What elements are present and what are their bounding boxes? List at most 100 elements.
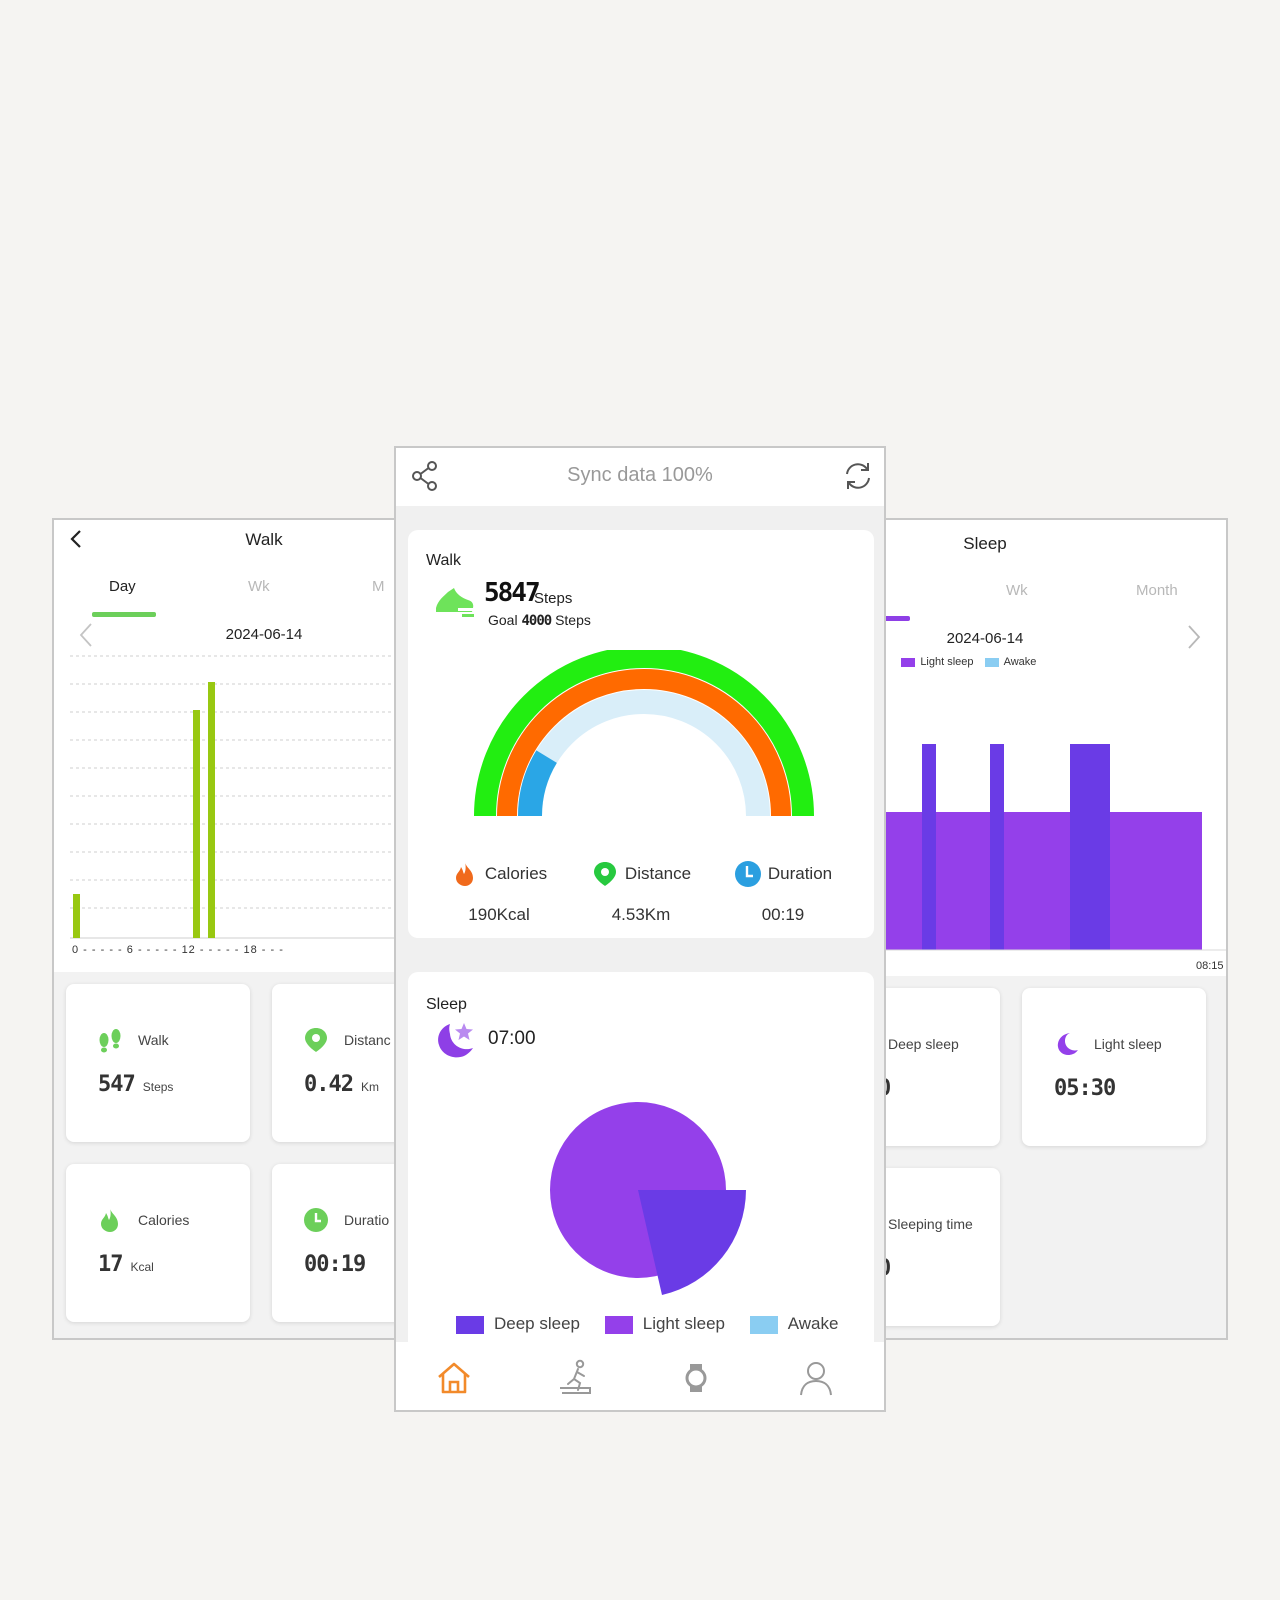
walk-detail-top: Walk Day Wk M 2024-06-14 [54,520,398,972]
home-header: Sync data 100% [396,448,884,506]
sleep-timeline-chart [880,744,1226,951]
sync-status: Sync data 100% [567,464,713,486]
steps-goal: Goal 4000 Steps [488,612,591,629]
card-label: Distanc [344,1032,391,1048]
sleep-detail-date: 2024-06-14 [946,630,1024,647]
sleep-chart-legend: ep Light sleep Awake [880,656,1037,668]
legend-swatch-light [604,1315,633,1334]
x-tick: 12 [181,944,196,956]
metric-label: Calories [484,864,548,883]
tab-active-indicator [880,616,910,621]
sleep-summary-panel[interactable]: Sleep 07:00 Deep sleep Light sleep Awake [408,972,874,1352]
deep-sleep-slice [638,1190,746,1295]
profile-icon[interactable] [796,1358,836,1398]
chevron-right-icon[interactable] [1186,624,1202,650]
steps-unit: Steps [534,590,573,607]
x-tick: 6 [126,944,134,956]
sleep-panel-title: Sleep [426,996,467,1013]
walk-hourly-chart [70,655,398,939]
walk-stat-card[interactable]: Walk 547 Steps [66,984,250,1142]
duration-metric: Duration 00:19 [708,860,858,925]
walk-detail-date: 2024-06-14 [225,626,303,643]
card-label: Calories [138,1212,190,1228]
steps-count: 5847 [484,578,541,608]
calories-stat-card[interactable]: Calories 17 Kcal [66,1164,250,1322]
legend-awake: Awake [1003,656,1037,668]
back-arrow-icon[interactable] [68,528,86,550]
legend-swatch-light [901,657,916,667]
tab-month[interactable]: Month [1136,582,1178,599]
metric-value: 4.53Km [611,905,671,924]
walk-detail-title: Walk [245,530,283,549]
activity-icon[interactable] [556,1358,596,1398]
flame-icon [101,1208,118,1232]
card-label: Duratio [344,1212,390,1228]
legend-deep: Deep sleep [494,1314,581,1333]
metric-label: Duration [767,864,833,883]
chart-bar [73,894,80,938]
card-label: Sleeping time [888,1216,973,1232]
walk-panel-title: Walk [426,552,461,569]
legend-swatch-deep [456,1315,484,1334]
sleep-detail-screen: Sleep y Wk Month 2024-06-14 ep Light sle… [878,518,1228,1340]
chart-x-axis: 0 - - - - - 6 - - - - - 12 - - - - - 18 … [72,944,284,956]
activity-arc-gauge [474,650,814,817]
deep-sleep-card[interactable]: Deep sleep 0 [880,988,1000,1146]
arc-middle [497,669,791,817]
flame-icon [455,862,473,886]
legend-awake: Awake [787,1314,839,1333]
card-value: 0.42 Km [304,1072,379,1097]
location-pin-icon [305,1028,327,1052]
sleep-duration: 07:00 [488,1028,536,1049]
tab-week[interactable]: Wk [1006,582,1028,599]
sleeping-time-card[interactable]: Sleeping time 0 [880,1168,1000,1326]
running-shoe-icon [436,588,474,617]
legend-light: Light sleep [642,1314,725,1333]
clock-icon [304,1208,328,1232]
card-value: 00:19 [304,1252,366,1277]
tab-week[interactable]: Wk [248,578,270,595]
clock-icon [734,861,761,887]
metric-value: 00:19 [761,905,805,924]
x-tick: 0 [72,944,80,956]
distance-metric: Distance 4.53Km [566,860,716,925]
refresh-icon[interactable] [842,460,874,492]
arc-inner-track [518,690,770,817]
light-sleep-card[interactable]: Light sleep 05:30 [1022,988,1206,1146]
card-label: Light sleep [1094,1036,1162,1052]
location-pin-icon [593,862,616,886]
walk-summary-panel[interactable]: Walk 5847 Steps Goal 4000 Steps Calories… [408,530,874,938]
metric-value: 190Kcal [468,905,530,924]
card-label: Walk [138,1032,169,1048]
card-value: 05:30 [1054,1076,1116,1101]
metric-label: Distance [624,864,692,883]
card-value: 547 Steps [98,1072,174,1097]
watch-icon[interactable] [676,1358,716,1398]
deep-sleep-segment [990,744,1004,950]
chevron-left-icon[interactable] [78,622,94,648]
footprints-icon [99,1029,121,1053]
tab-month[interactable]: M [372,578,385,595]
duration-stat-card[interactable]: Duratio 00:19 [272,1164,398,1322]
tab-active-indicator [92,612,156,617]
legend-light: Light sleep [920,656,974,668]
chart-bar [193,710,200,938]
arc-inner-fill [517,750,558,817]
home-icon[interactable] [434,1358,474,1398]
arc-outer [474,650,814,817]
card-label: Deep sleep [888,1036,959,1052]
home-screen: Sync data 100% Walk 5847 Steps Goal 4000… [394,446,886,1412]
moon-star-icon [438,1023,473,1058]
legend-swatch-awake [984,657,999,667]
tab-day[interactable]: Day [109,578,136,595]
sleep-end-time: 08:15 [1196,960,1224,972]
sleep-detail-title: Sleep [963,534,1007,553]
bottom-navigation [396,1342,884,1410]
distance-stat-card[interactable]: Distanc 0.42 Km [272,984,398,1142]
sleep-pie-chart [550,1102,746,1295]
calories-metric: Calories 190Kcal [424,860,574,925]
share-icon[interactable] [410,460,440,492]
moon-icon [1057,1033,1078,1056]
chart-gridlines [70,655,398,909]
chart-bar [208,682,215,938]
